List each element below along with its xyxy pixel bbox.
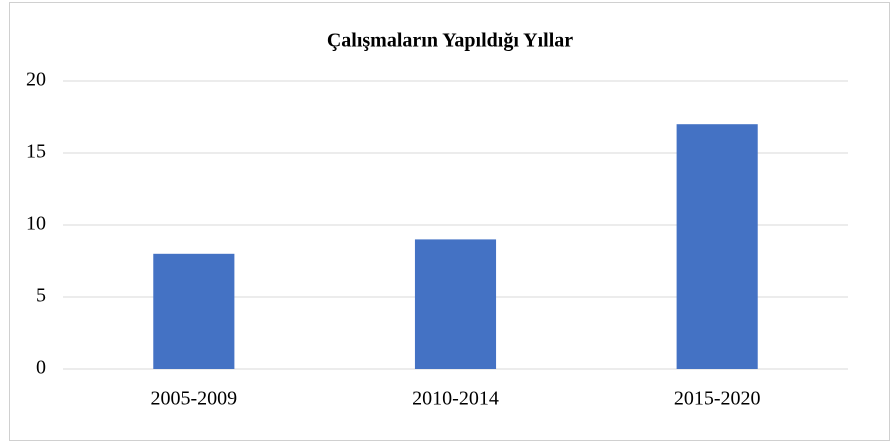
chart-title: Çalışmaların Yapıldığı Yıllar (327, 30, 573, 52)
y-tick-label: 5 (36, 285, 46, 307)
y-tick-label: 20 (26, 69, 46, 91)
y-tick-label: 15 (26, 141, 46, 163)
bar (153, 253, 235, 369)
x-tick-label: 2005-2009 (150, 388, 237, 410)
y-tick-label: 10 (26, 213, 46, 235)
bar (414, 239, 497, 369)
x-tick-label: 2015-2020 (674, 388, 761, 410)
x-tick-label: 2010-2014 (412, 388, 499, 410)
bar (676, 124, 758, 369)
y-tick-label: 0 (36, 357, 46, 379)
